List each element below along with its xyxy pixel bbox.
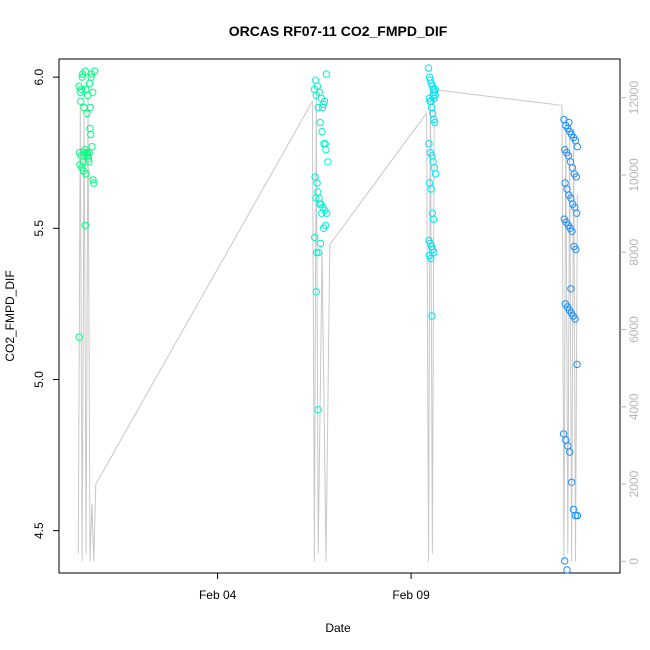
data-point [324, 158, 332, 166]
data-point [314, 406, 322, 414]
data-point [77, 85, 86, 93]
y-tick-label: 5.5 [32, 220, 46, 237]
data-point [427, 185, 435, 193]
data-point [430, 94, 438, 103]
data-point [312, 288, 320, 296]
data-point [319, 100, 327, 109]
chart-title: ORCAS RF07-11 CO2_FMPD_DIF [229, 23, 448, 39]
data-point [424, 64, 433, 72]
altitude-line [77, 82, 578, 562]
data-point [573, 143, 582, 151]
data-point [321, 221, 330, 230]
data-point [314, 248, 323, 257]
data-point [431, 170, 440, 178]
data-point [318, 127, 326, 136]
data-point [87, 70, 96, 78]
data-point [571, 315, 579, 323]
data-point [311, 233, 319, 242]
data-point [316, 200, 324, 208]
data-point [431, 85, 439, 93]
data-point [425, 140, 433, 148]
data-point [565, 118, 573, 127]
data-point [566, 158, 575, 166]
data-point [83, 149, 91, 157]
data-point [573, 360, 581, 369]
data-point [323, 209, 331, 217]
data-point [311, 76, 320, 84]
data-point [567, 478, 576, 486]
data-point [322, 146, 330, 154]
x-tick-label: Feb 04 [199, 588, 237, 602]
data-point [559, 430, 568, 438]
series-RF08 [310, 70, 332, 414]
data-point [568, 227, 576, 236]
data-point [573, 511, 582, 520]
data-point [427, 254, 435, 263]
data-point [81, 221, 90, 230]
data-point [89, 176, 97, 184]
data-point [80, 149, 88, 157]
y-right-tick-label: 0 [627, 558, 641, 565]
x-axis-label: Date [325, 621, 351, 635]
data-point [428, 312, 436, 320]
y-axis-label: CO2_FMPD_DIF [3, 270, 17, 361]
data-point [563, 566, 571, 574]
data-point [314, 188, 322, 196]
y-right-tick-label: 10000 [627, 158, 641, 192]
data-point [566, 448, 574, 456]
data-point [77, 97, 85, 106]
data-point [78, 73, 86, 81]
data-point [89, 88, 97, 97]
data-point [85, 158, 93, 166]
data-point [90, 179, 98, 187]
data-point [431, 118, 439, 127]
data-point [85, 79, 94, 87]
data-point [572, 245, 580, 254]
x-axis: Feb 04 Feb 09 [199, 573, 430, 602]
y-axis-left: 4.5 5.0 5.5 6.0 [32, 68, 59, 539]
x-tick-label: Feb 09 [392, 588, 430, 602]
series-RF07 [75, 67, 99, 341]
data-point [561, 557, 569, 565]
data-point [572, 173, 580, 181]
data-point [86, 103, 95, 112]
data-point [80, 103, 88, 112]
data-point [316, 118, 324, 127]
y-right-tick-label: 12000 [627, 81, 641, 115]
y-right-tick-label: 8000 [627, 239, 641, 266]
y-right-tick-label: 4000 [627, 393, 641, 420]
plot-frame [58, 58, 621, 574]
data-point [318, 209, 326, 217]
data-point [430, 115, 438, 124]
data-point [316, 239, 325, 248]
points-layer [75, 64, 582, 574]
y-right-tick-label: 2000 [627, 470, 641, 497]
data-point [313, 179, 321, 187]
data-point [78, 70, 87, 78]
data-point [76, 88, 85, 97]
y-tick-label: 6.0 [32, 68, 46, 85]
data-point [321, 140, 329, 148]
data-point [571, 511, 580, 520]
data-point [567, 285, 575, 293]
data-point [88, 143, 96, 151]
altitude-layer [77, 82, 578, 562]
y-tick-label: 5.0 [32, 371, 46, 388]
data-point [573, 209, 581, 217]
data-point [83, 109, 91, 118]
data-point [75, 333, 83, 341]
y-tick-label: 4.5 [32, 522, 46, 539]
data-point [429, 215, 438, 223]
y-right-tick-label: 6000 [627, 316, 641, 343]
data-point [322, 70, 330, 78]
series-RF09 [424, 64, 440, 320]
data-point [87, 73, 95, 81]
data-point [79, 167, 88, 175]
y-axis-right: 0 2000 4000 6000 8000 10000 12000 [620, 81, 641, 565]
series-RF11 [559, 115, 582, 574]
data-point [87, 130, 95, 139]
data-point [313, 248, 321, 257]
